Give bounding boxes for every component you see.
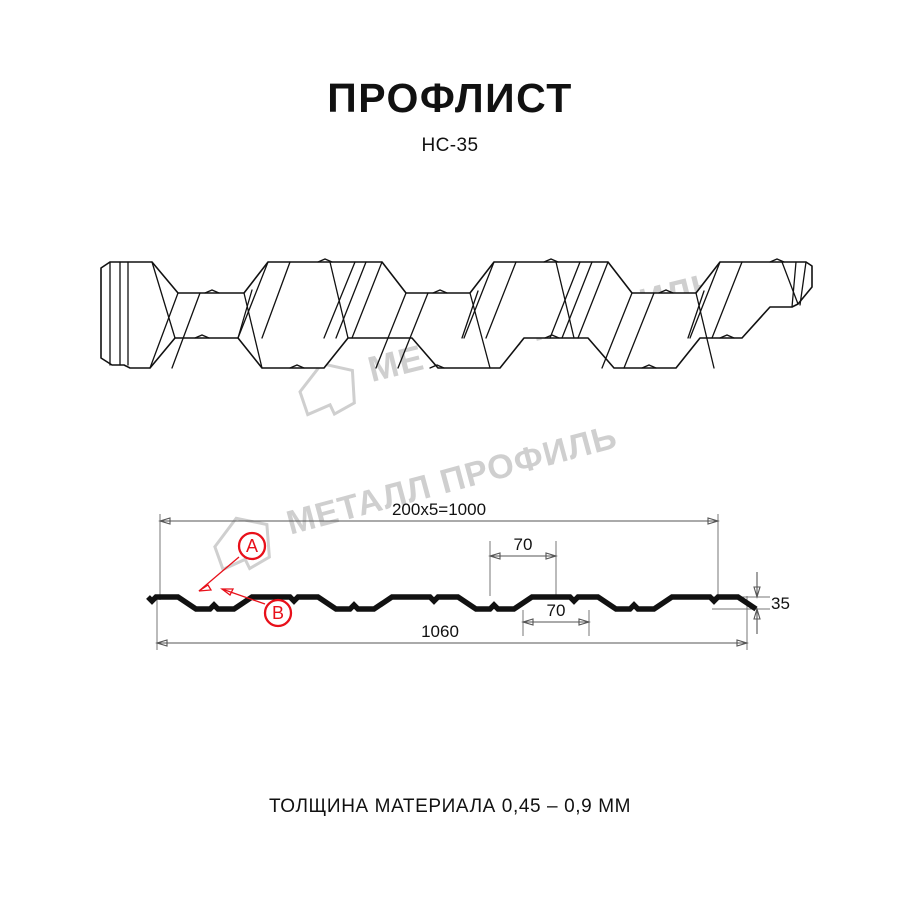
watermark-lower: МЕТАЛЛ ПРОФИЛЬ (213, 418, 622, 572)
profile-polyline (146, 594, 758, 612)
dimension-height: 35 (753, 572, 790, 634)
dimension-pitch-label: 200x5=1000 (392, 500, 486, 519)
dimension-valley-width: 70 (521, 601, 591, 626)
watermark-text-lower: МЕТАЛЛ ПРОФИЛЬ (283, 418, 622, 543)
page-title: ПРОФЛИСТ (327, 75, 573, 121)
dimension-crest-label: 70 (514, 535, 533, 554)
dimension-height-label: 35 (771, 594, 790, 613)
product-model: НС-35 (421, 135, 479, 156)
callout-b-circle (263, 598, 293, 628)
dimension-total-label: 1060 (421, 622, 459, 641)
callout-b-label: B (272, 603, 284, 623)
iso-sheet (100, 258, 813, 369)
callout-b: B (220, 588, 293, 628)
iso-fold-lines (109, 261, 807, 369)
dimension-total-width: 1060 (155, 622, 749, 647)
callout-a-label: A (246, 536, 258, 556)
dimension-crest-width: 70 (488, 535, 558, 560)
material-thickness-note: ТОЛЩИНА МАТЕРИАЛА 0,45 – 0,9 ММ (268, 796, 632, 817)
callout-a: A (198, 531, 267, 592)
title-block: ПРОФЛИСТ НС-35 (0, 78, 900, 157)
dimension-valley-label: 70 (547, 601, 566, 620)
callout-a-circle (237, 531, 267, 561)
dimension-pitch: 200x5=1000 (158, 500, 720, 525)
iso-stiffener-marks (194, 258, 785, 369)
